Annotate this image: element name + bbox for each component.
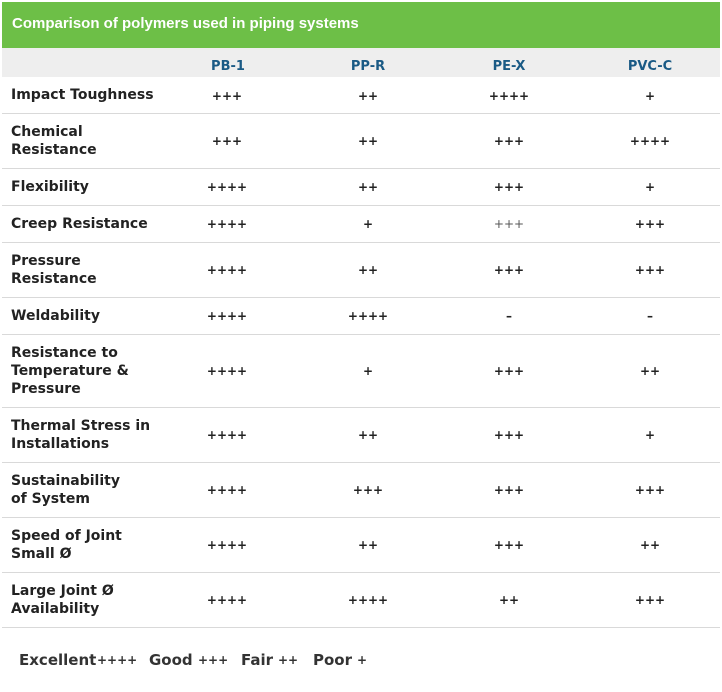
row-label-weldability: Weldability: [11, 308, 100, 324]
cell-value: ++++: [206, 217, 248, 231]
cell-value: ++++: [206, 538, 248, 552]
table-title-bar: Comparison of polymers used in piping sy…: [2, 2, 720, 48]
row-divider: [2, 407, 720, 408]
cell-value: +++: [352, 483, 384, 497]
cell-value: +: [644, 428, 656, 442]
cell-value: –: [647, 309, 653, 323]
cell-value: ++++: [206, 309, 248, 323]
legend-excellent-label: Excellent: [19, 651, 97, 669]
row-divider: [2, 462, 720, 463]
legend-poor-mark: +: [357, 653, 368, 667]
column-header-pvcc: PVC-C: [627, 59, 673, 74]
cell-value: ++++: [629, 134, 671, 148]
table-title: Comparison of polymers used in piping sy…: [12, 15, 359, 32]
cell-value: +++: [634, 483, 666, 497]
cell-value: ++: [498, 593, 520, 607]
cell-value: +++: [493, 538, 525, 552]
cell-value: ++++: [206, 428, 248, 442]
cell-value: +++: [493, 217, 525, 231]
cell-value: ++++: [347, 593, 389, 607]
cell-value: +: [644, 89, 656, 103]
row-label-sustainability: Sustainability of System: [11, 473, 120, 507]
cell-value: +++: [634, 217, 666, 231]
row-divider: [2, 517, 720, 518]
cell-value: ++++: [206, 364, 248, 378]
cell-value: +: [362, 217, 374, 231]
cell-value: ++++: [488, 89, 530, 103]
cell-value: +++: [493, 263, 525, 277]
column-header-pb1: PB-1: [211, 59, 245, 74]
row-label-flexibility: Flexibility: [11, 179, 89, 195]
row-divider: [2, 334, 720, 335]
row-label-thermal-stress: Thermal Stress in Installations: [11, 418, 151, 452]
row-label-impact-toughness: Impact Toughness: [11, 87, 154, 103]
row-divider: [2, 242, 720, 243]
cell-value: ++: [357, 89, 379, 103]
legend-fair-label: Fair: [241, 651, 274, 669]
cell-value: ++: [357, 428, 379, 442]
cell-value: ++++: [206, 593, 248, 607]
cell-value: –: [506, 309, 512, 323]
row-divider: [2, 297, 720, 298]
row-divider: [2, 572, 720, 573]
column-header-pex: PE-X: [492, 59, 526, 74]
row-label-pressure-resistance: Pressure Resistance: [11, 253, 97, 287]
row-label-speed-of-joint: Speed of Joint Small Ø: [11, 528, 122, 562]
cell-value: +++: [493, 180, 525, 194]
cell-value: +: [644, 180, 656, 194]
row-label-large-joint: Large Joint Ø Availability: [11, 583, 114, 617]
cell-value: +++: [211, 89, 243, 103]
cell-value: ++++: [206, 180, 248, 194]
legend-good-label: Good: [149, 651, 193, 669]
column-header-ppr: PP-R: [350, 59, 386, 74]
legend-fair-mark: ++: [278, 653, 299, 667]
legend-good-mark: +++: [198, 653, 229, 667]
cell-value: ++: [639, 538, 661, 552]
cell-value: +: [362, 364, 374, 378]
row-divider: [2, 627, 720, 628]
cell-value: ++: [357, 263, 379, 277]
column-header-band: [2, 48, 720, 77]
row-divider: [2, 113, 720, 114]
row-label-chemical-resistance: Chemical Resistance: [11, 124, 97, 158]
cell-value: +++: [634, 263, 666, 277]
cell-value: ++: [357, 538, 379, 552]
row-divider: [2, 168, 720, 169]
cell-value: +++: [211, 134, 243, 148]
cell-value: ++++: [347, 309, 389, 323]
row-label-creep-resistance: Creep Resistance: [11, 216, 148, 232]
cell-value: ++: [357, 180, 379, 194]
row-label-temperature-pressure: Resistance to Temperature & Pressure: [11, 345, 129, 397]
row-divider: [2, 205, 720, 206]
cell-value: ++: [357, 134, 379, 148]
cell-value: ++++: [206, 483, 248, 497]
cell-value: +++: [493, 364, 525, 378]
legend-poor-label: Poor: [313, 651, 353, 669]
cell-value: ++: [639, 364, 661, 378]
cell-value: ++++: [206, 263, 248, 277]
cell-value: +++: [493, 483, 525, 497]
cell-value: +++: [493, 428, 525, 442]
cell-value: +++: [634, 593, 666, 607]
cell-value: +++: [493, 134, 525, 148]
legend-excellent-mark: ++++: [97, 653, 138, 667]
